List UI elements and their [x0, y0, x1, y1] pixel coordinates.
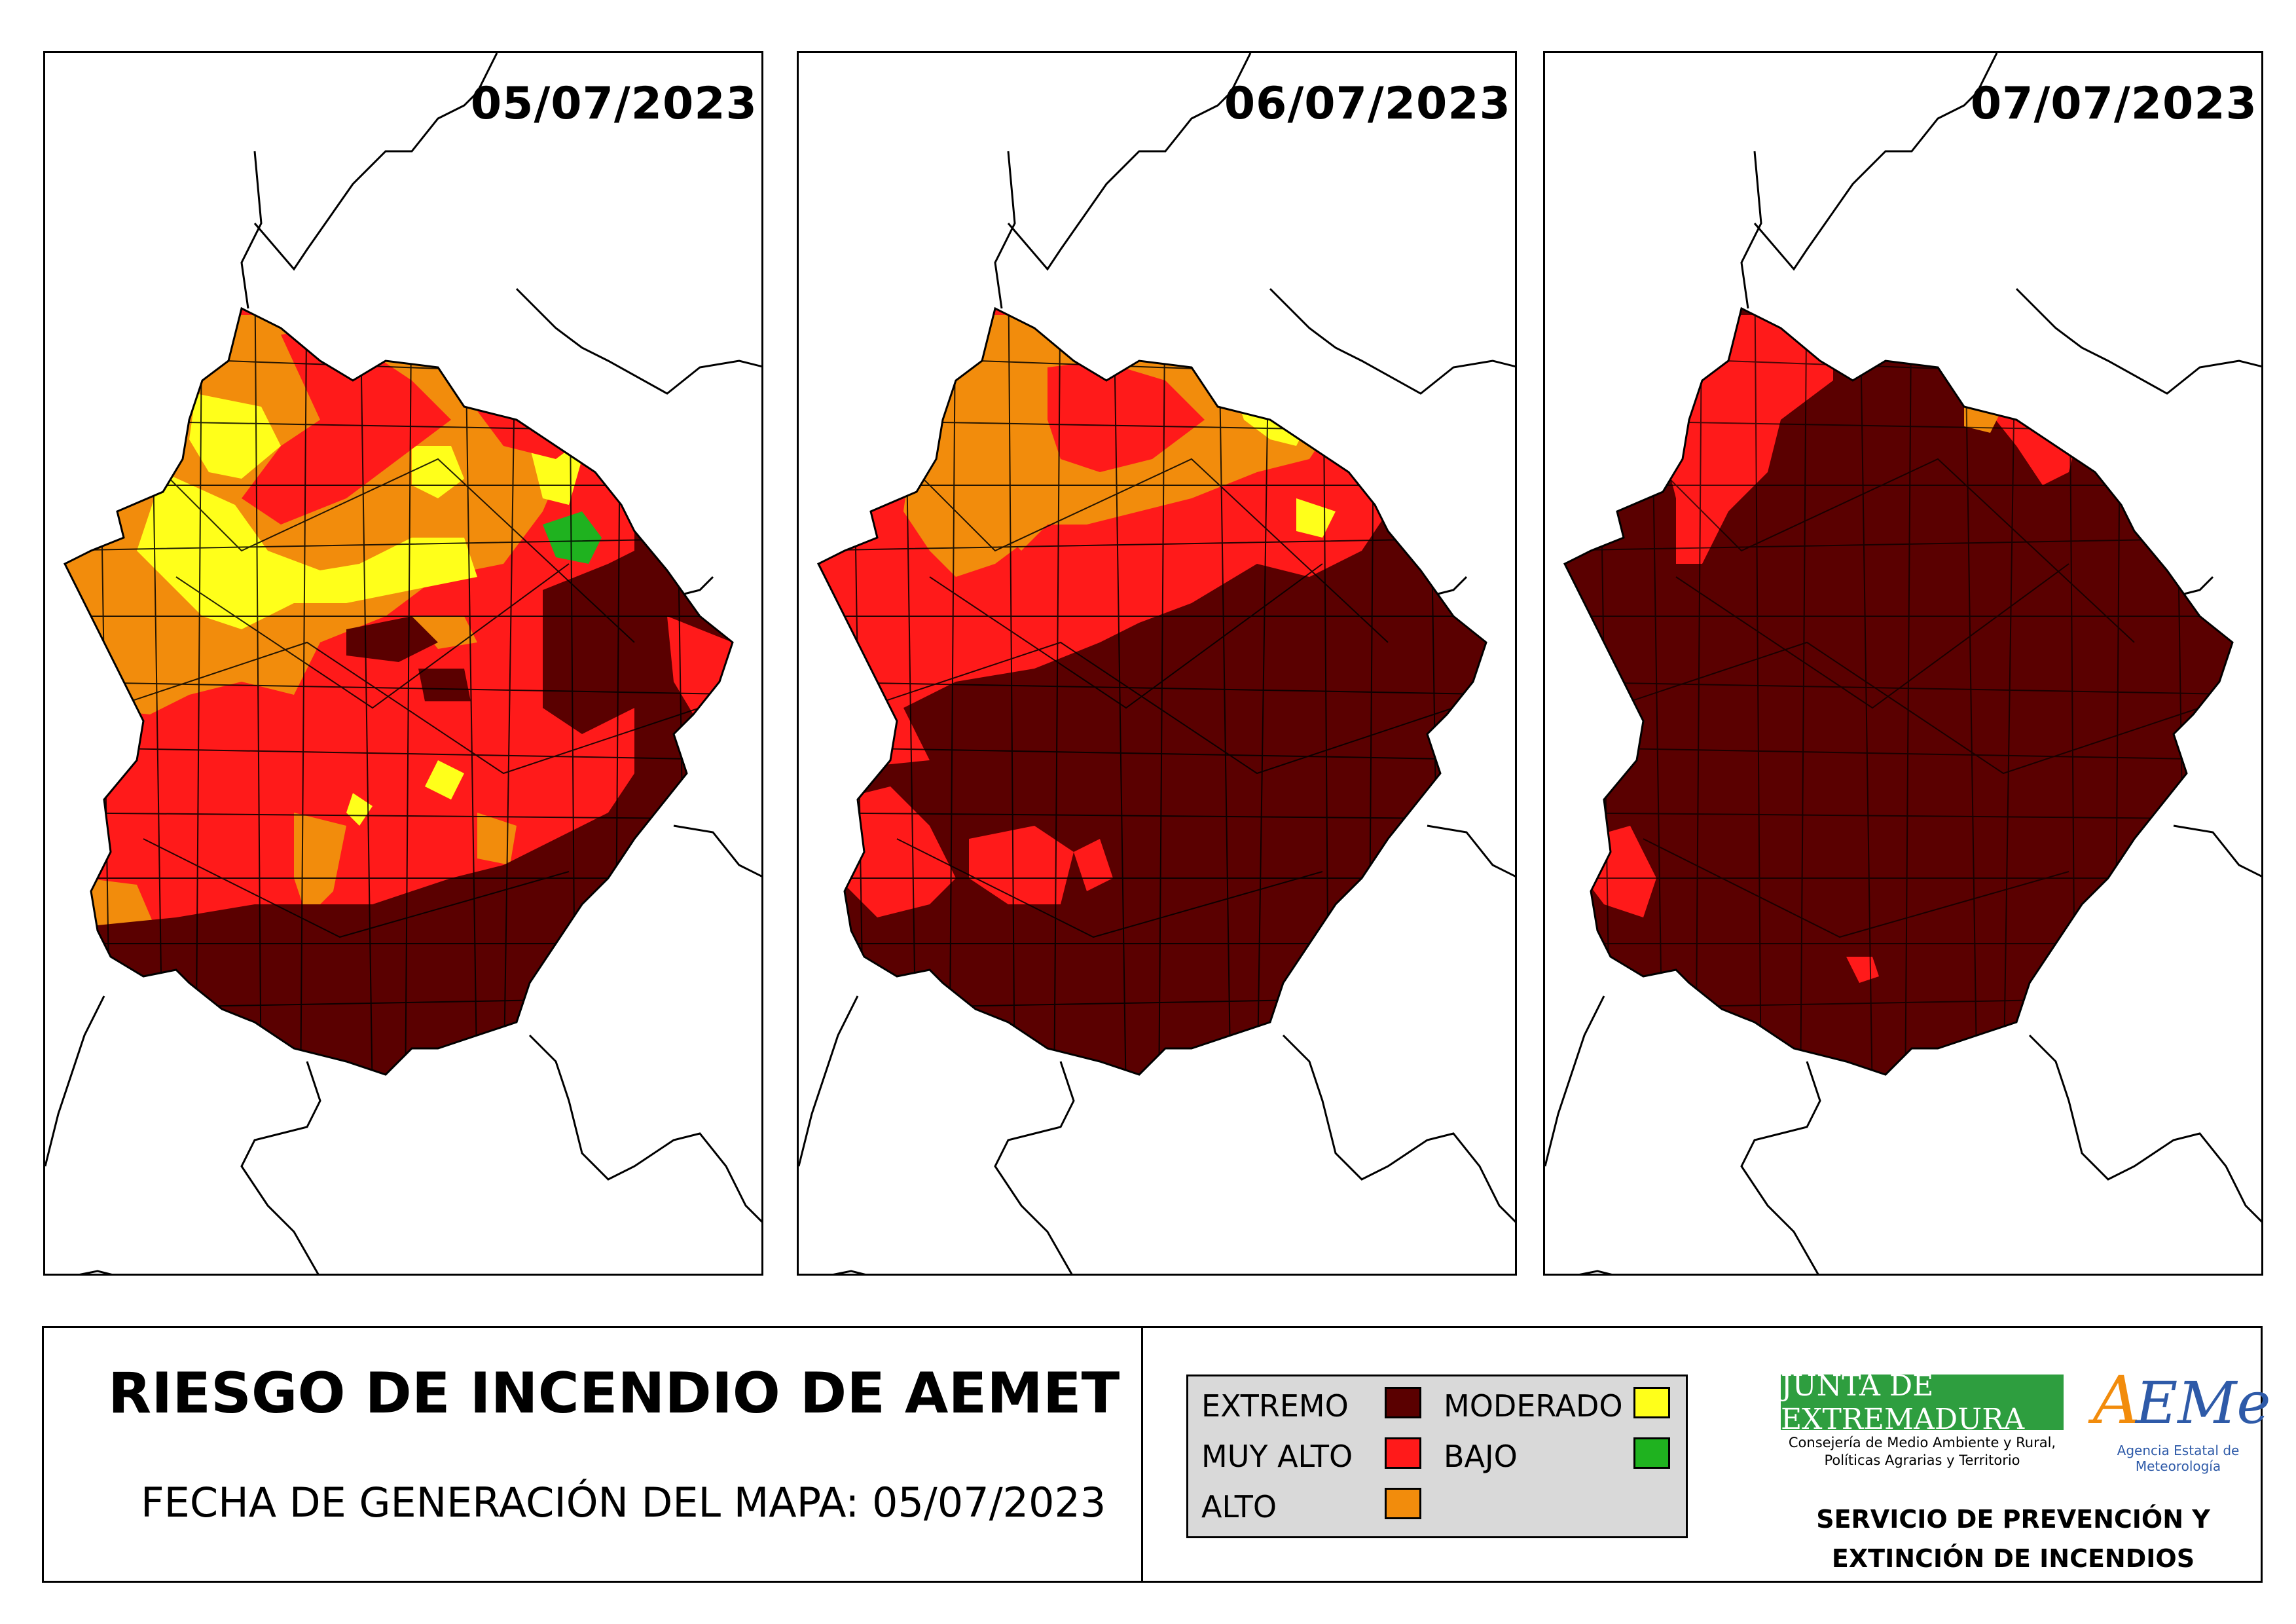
map-1: [45, 53, 761, 1274]
risk-legend: EXTREMO MUY ALTO ALTO MODERADO BAJO: [1186, 1375, 1688, 1538]
map-3: [1545, 53, 2261, 1274]
legend-swatch-extremo: [1385, 1387, 1421, 1418]
map-panel-1: 05/07/2023: [43, 51, 763, 1276]
aemet-logo: A EMet: [2088, 1362, 2270, 1439]
risk-map-2: [818, 308, 1486, 1075]
legend-label-moderado: MODERADO: [1444, 1388, 1623, 1424]
legend-label-bajo: BAJO: [1444, 1439, 1518, 1474]
aemet-logo-letter-a: A: [2088, 1362, 2140, 1439]
legend-swatch-bajo: [1633, 1437, 1670, 1469]
legend-swatch-muy-alto: [1385, 1437, 1421, 1469]
map-date-1: 05/07/2023: [470, 78, 757, 130]
legend-label-alto: ALTO: [1201, 1489, 1277, 1524]
map-title: RIESGO DE INCENDIO DE AEMET: [108, 1361, 1120, 1426]
footer-divider: [1141, 1328, 1143, 1581]
aemet-logo-letters: EMet: [2134, 1369, 2270, 1437]
consejeria-text: Consejería de Medio Ambiente y Rural, Po…: [1788, 1435, 2056, 1468]
aemet-subtitle: Agencia Estatal de Meteorología: [2117, 1443, 2240, 1474]
legend-swatch-moderado: [1633, 1387, 1670, 1418]
outer-boundaries: [799, 53, 1515, 1274]
legend-label-extremo: EXTREMO: [1201, 1388, 1349, 1424]
map-date-2: 06/07/2023: [1224, 78, 1511, 130]
map-2: [799, 53, 1515, 1274]
footer-panel: RIESGO DE INCENDIO DE AEMET FECHA DE GEN…: [42, 1326, 2270, 1583]
legend-swatch-alto: [1385, 1488, 1421, 1519]
legend-label-muy-alto: MUY ALTO: [1201, 1439, 1353, 1474]
map-date-3: 07/07/2023: [1970, 78, 2257, 130]
risk-map-3: [1565, 308, 2232, 1075]
map-panel-3: 07/07/2023: [1543, 51, 2263, 1276]
risk-map-1: [65, 308, 733, 1075]
map-panel-2: 06/07/2023: [797, 51, 1517, 1276]
junta-extremadura-logo: JUNTA DE EXTREMADURA: [1781, 1369, 2064, 1436]
outer-boundaries: [45, 53, 761, 1274]
generation-date: FECHA DE GENERACIÓN DEL MAPA: 05/07/2023: [141, 1479, 1106, 1526]
service-text: SERVICIO DE PREVENCIÓN Y EXTINCIÓN DE IN…: [1816, 1505, 2210, 1573]
